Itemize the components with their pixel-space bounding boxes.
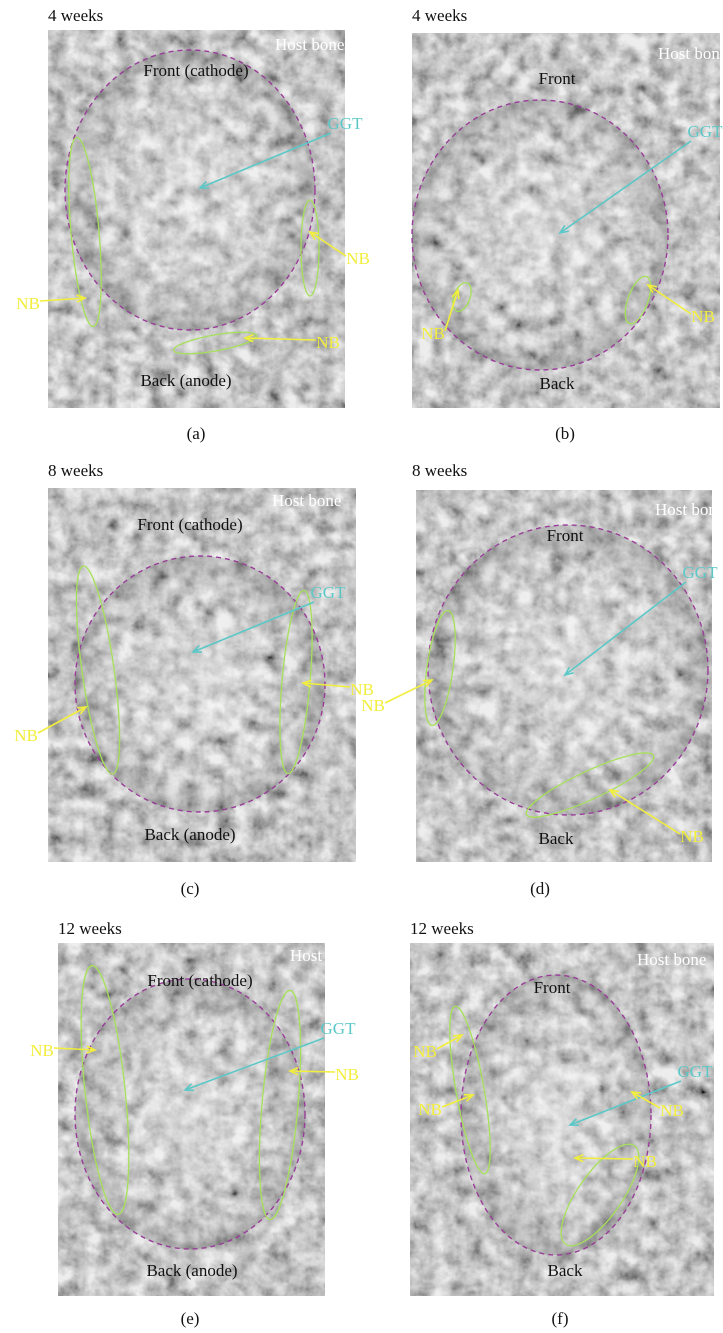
ggt-label: GGT xyxy=(311,583,347,602)
back-label: Back xyxy=(540,374,575,393)
host-bone-label: Host bone xyxy=(272,491,341,510)
host-bone-label: Host bone xyxy=(655,500,723,519)
nb-label: NB xyxy=(691,307,715,326)
host-bone-label: Host bone xyxy=(658,44,723,63)
ggt-label: GGT xyxy=(321,1019,357,1038)
host-bone-label: Host bone xyxy=(275,35,344,54)
panel-caption: (f) xyxy=(552,1309,569,1328)
nb-label: NB xyxy=(660,1101,684,1120)
panel-caption: (c) xyxy=(181,879,200,898)
panel-caption: (d) xyxy=(530,879,550,898)
ggt-label: GGT xyxy=(678,1062,714,1081)
ggt-label: GGT xyxy=(328,114,364,133)
arrow xyxy=(575,1158,633,1159)
nb-label: NB xyxy=(14,726,38,745)
nb-label: NB xyxy=(316,333,340,352)
nb-label: NB xyxy=(361,696,385,715)
back-label: Back (anode) xyxy=(144,825,235,844)
ggt-label: GGT xyxy=(683,563,719,582)
nb-label: NB xyxy=(16,294,40,313)
back-label: Back (anode) xyxy=(140,371,231,390)
nb-label: NB xyxy=(346,249,370,268)
implant-glow xyxy=(412,100,668,370)
implant-glow xyxy=(75,979,305,1249)
front-label: Front xyxy=(534,978,571,997)
nb-label: NB xyxy=(418,1100,442,1119)
panel-caption: (a) xyxy=(187,424,206,443)
time-label: 8 weeks xyxy=(48,461,103,480)
front-label: Front xyxy=(547,526,584,545)
back-label: Back xyxy=(548,1261,583,1280)
nb-label: NB xyxy=(335,1065,359,1084)
front-label: Front xyxy=(539,69,576,88)
time-label: 4 weeks xyxy=(412,6,467,25)
ggt-label: GGT xyxy=(688,122,723,141)
front-label: Front (cathode) xyxy=(147,971,252,990)
implant-glow xyxy=(461,975,651,1255)
figure: 4 weeks Host bone Front (cathode) Back (ano… xyxy=(0,0,723,1333)
arrow xyxy=(290,1071,335,1072)
host-bone-label: Host bone xyxy=(290,946,359,965)
front-label: Front (cathode) xyxy=(137,515,242,534)
nb-label: NB xyxy=(680,827,704,846)
back-label: Back xyxy=(539,829,574,848)
nb-label: NB xyxy=(413,1042,437,1061)
time-label: 8 weeks xyxy=(412,461,467,480)
time-label: 12 weeks xyxy=(410,919,474,938)
back-label: Back (anode) xyxy=(146,1261,237,1280)
panel-caption: (b) xyxy=(555,424,575,443)
front-label: Front (cathode) xyxy=(143,61,248,80)
host-bone-label: Host bone xyxy=(637,950,706,969)
nb-label: NB xyxy=(633,1152,657,1171)
panel-caption: (e) xyxy=(181,1309,200,1328)
time-label: 12 weeks xyxy=(58,919,122,938)
nb-label: NB xyxy=(30,1041,54,1060)
nb-label: NB xyxy=(421,324,445,343)
implant-glow xyxy=(65,50,315,330)
time-label: 4 weeks xyxy=(48,6,103,25)
